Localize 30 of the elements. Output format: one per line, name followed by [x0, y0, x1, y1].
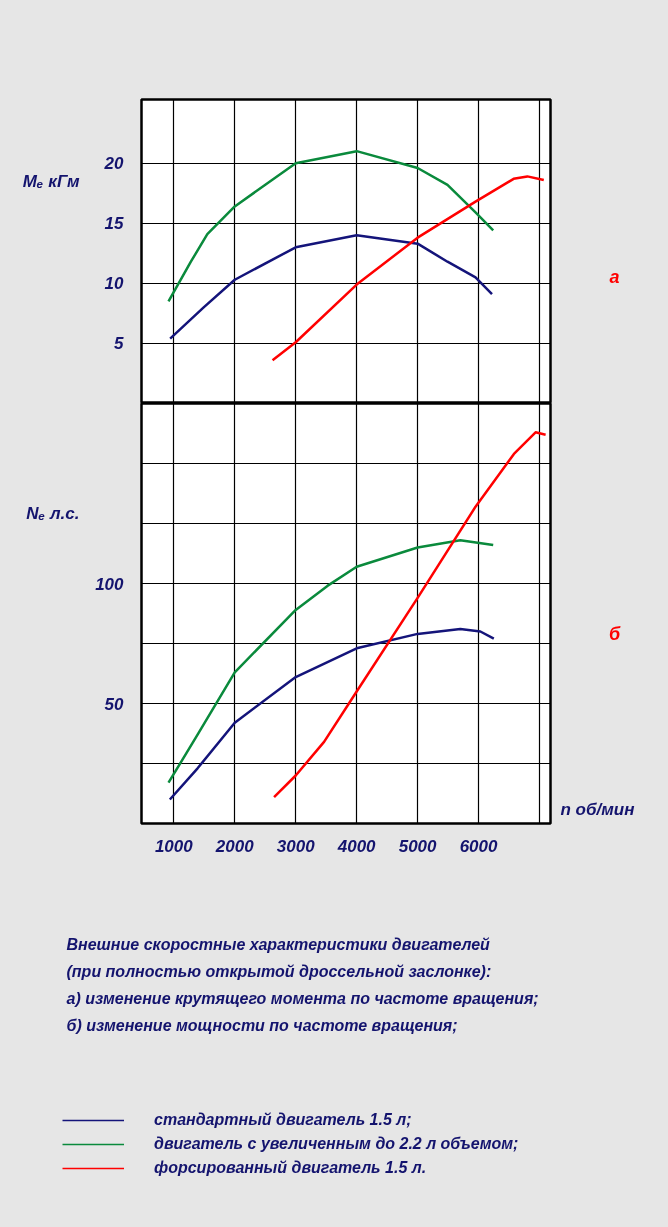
- x-axis-title: n об/мин: [560, 799, 635, 819]
- text: а) изменение крутящего момента по частоте вращения;: [66, 989, 539, 1007]
- legend-label: двигатель с увеличенным до 2.2 л объемом;: [154, 1135, 519, 1153]
- line-series: [272, 431, 547, 799]
- y-tick-label: 15: [104, 214, 125, 234]
- text: Внешние скоростные характеристики двигателей: [66, 935, 491, 953]
- x-tick-label: 5000: [398, 836, 438, 856]
- text: (при полностью открытой дроссельной заслонке):: [66, 962, 492, 980]
- x-tick-label: 4000: [336, 836, 377, 856]
- y-tick-label: 5: [114, 334, 125, 354]
- line-series: [168, 234, 494, 340]
- line-series: [167, 149, 495, 303]
- text: б) изменение мощности по частоте вращения;: [66, 1016, 458, 1034]
- y-axis-title: Mₑ кГм: [22, 172, 80, 192]
- y-tick-label: 100: [95, 574, 125, 594]
- x-tick-label: 6000: [459, 836, 499, 856]
- line-series: [167, 539, 495, 784]
- text: б: [608, 623, 621, 644]
- y-tick-label: 10: [104, 274, 125, 294]
- y-axis-title: Nₑ л.с.: [26, 503, 80, 523]
- y-tick-label: 20: [103, 154, 125, 174]
- x-tick-label: 3000: [276, 836, 316, 856]
- legend-label: форсированный двигатель 1.5 л.: [154, 1159, 427, 1177]
- y-tick-label: 50: [104, 694, 125, 714]
- legend-label: стандартный двигатель 1.5 л;: [154, 1111, 412, 1129]
- line-series: [271, 175, 546, 362]
- x-tick-label: 2000: [214, 836, 255, 856]
- x-tick-label: 1000: [154, 836, 194, 856]
- line-series: [168, 627, 496, 801]
- text: а: [609, 267, 620, 288]
